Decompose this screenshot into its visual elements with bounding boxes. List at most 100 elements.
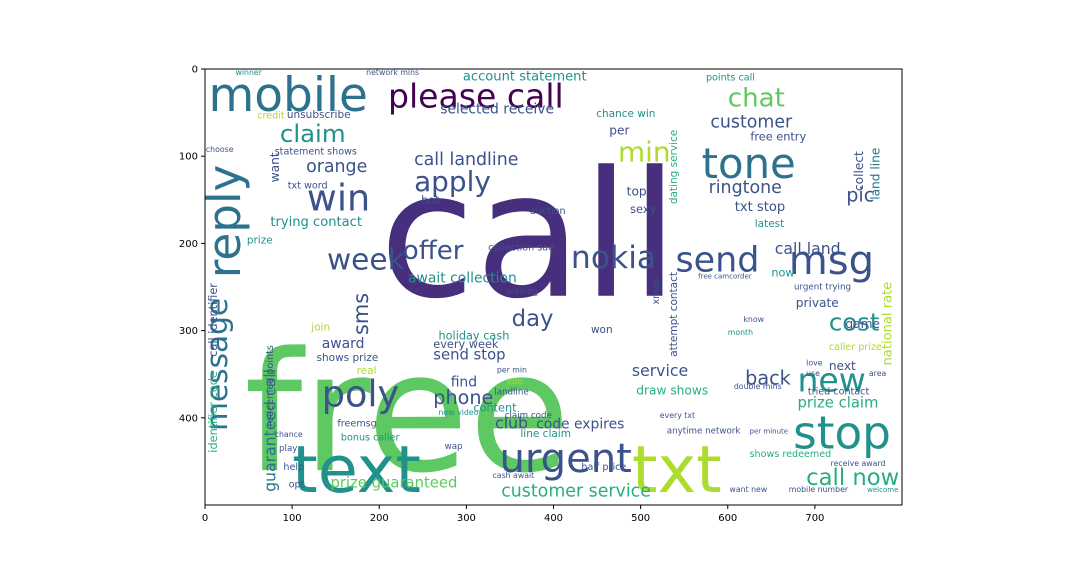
word-cost: cost [829,308,880,337]
word-urgent-trying: urgent trying [794,283,851,293]
word-tone: tone [702,139,796,188]
word-won: won [591,324,613,336]
word-unsubscribe: unsubscribe [287,109,351,121]
word-mobile-number: mobile number [789,485,849,494]
word-receive-award: receive award [831,459,886,468]
word-award: award [322,336,365,352]
word-account-statement: account statement [463,69,587,84]
word-national-rate: national rate [881,282,896,366]
word-prize-claim: prize claim [797,394,878,411]
word-redeemed-points: redeemed points [265,345,276,426]
word-selected-receive: selected receive [440,101,554,117]
word-txt: txt [632,432,722,508]
x-tick-label: 700 [805,513,824,524]
word-call-landline: call landline [414,150,518,170]
word-waiting: waiting [506,287,538,297]
x-tick-label: 400 [544,513,563,524]
word-ringtone: ringtone [709,178,782,198]
word-tried-contact: tried contact [808,386,870,397]
word-guaranteed-call: guaranteed call [261,369,280,492]
word-sms: sms [349,293,373,335]
word-trying-contact: trying contact [270,215,362,230]
word-offer: offer [403,236,464,266]
word-txt-word: txt word [288,180,328,191]
word-poly: poly [322,372,399,415]
word-love: love [806,358,823,367]
word-claim-code: claim code [505,411,552,421]
y-tick-label: 0 [192,65,198,76]
word-area: area [869,369,887,378]
word-per-minute: per minute [750,427,789,435]
x-axis: 0 100 200 300 400 500 600 700 [202,505,824,524]
word-every-txt: every txt [660,411,695,420]
word-stop: stop [793,406,891,459]
word-reply: reply [198,165,251,279]
word-land-line: land line [868,148,882,200]
word-msg: msg [789,238,874,284]
word-win: win [307,176,370,219]
y-tick-label: 200 [179,239,198,250]
x-tick-label: 600 [718,513,737,524]
word-chat: chat [728,83,785,113]
word-wap: wap [445,442,463,452]
word-call-identifier: call identifier [207,283,220,357]
word-per-min: per min [497,365,527,374]
word-service: service [632,361,688,380]
word-mobile: mobile [208,68,367,123]
word-new-video: new video [438,408,478,417]
word-holiday-cash: holiday cash [438,329,509,342]
word-chance: chance [275,430,303,439]
word-orange: orange [306,157,367,177]
word-now: now [771,267,794,280]
word-half-price: half price [581,462,626,473]
word-call-land: call land [775,239,841,258]
word-collection-sae: collection sae [488,242,554,253]
word-auction: auction [530,206,566,217]
word-line-claim: line claim [520,428,571,440]
word-shows-redeemed: shows redeemed [750,449,832,460]
word-top: top [627,184,647,198]
x-tick-label: 200 [370,513,389,524]
word-call: call [379,135,679,338]
y-tick-label: 300 [179,326,198,337]
word-play: play [279,444,297,454]
word-latest: latest [755,218,785,230]
word-landline: landline [494,387,528,397]
word-message: message [200,298,234,431]
y-tick-label: 100 [179,152,198,163]
word-freemsg: freemsg [337,419,376,430]
word-credit: credit [257,111,285,122]
word-caller-prize: caller prize [829,342,882,353]
word-anytime-network: anytime network [667,426,741,436]
word-claim: claim [280,119,346,148]
word-collect: collect [852,151,866,191]
word-per: per [609,123,630,137]
word-send-stop: send stop [433,346,505,363]
word-know: know [743,315,764,324]
word-min: min [618,135,671,168]
y-axis: 0 100 200 300 400 [179,65,205,424]
word-urgent: urgent [499,436,631,482]
word-free-entry: free entry [750,131,806,144]
word-welcome: welcome [867,486,898,494]
word-choose: choose [206,145,234,154]
word-club: club [495,413,528,432]
word-please-call: please call [388,76,564,115]
word-text: text [292,432,421,508]
word-send: send [675,240,759,280]
word-points-call: points call [706,72,755,83]
word-week: week [327,243,406,277]
word-customer-service: customer service [501,481,651,501]
word-back: back [745,367,791,390]
word-draw-shows: draw shows [636,383,708,397]
word-chance-win: chance win [596,108,655,120]
word-prize: prize [247,234,273,246]
word-want-new: want new [729,485,767,494]
word-prize-guaranteed: prize guaranteed [330,475,457,492]
word-opt: opt [289,480,305,491]
word-month: month [728,328,753,337]
word-phone: phone [433,386,493,409]
